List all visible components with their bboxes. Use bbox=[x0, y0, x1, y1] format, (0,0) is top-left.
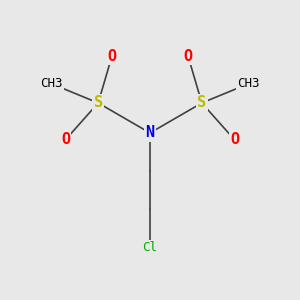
Text: O: O bbox=[61, 132, 70, 147]
Text: S: S bbox=[94, 95, 103, 110]
Text: Cl: Cl bbox=[142, 241, 158, 254]
Text: CH3: CH3 bbox=[237, 77, 260, 90]
Text: O: O bbox=[230, 132, 239, 147]
Text: O: O bbox=[107, 49, 116, 64]
Text: S: S bbox=[197, 95, 206, 110]
Text: CH3: CH3 bbox=[40, 77, 63, 90]
Text: N: N bbox=[146, 125, 154, 140]
Text: O: O bbox=[184, 49, 193, 64]
